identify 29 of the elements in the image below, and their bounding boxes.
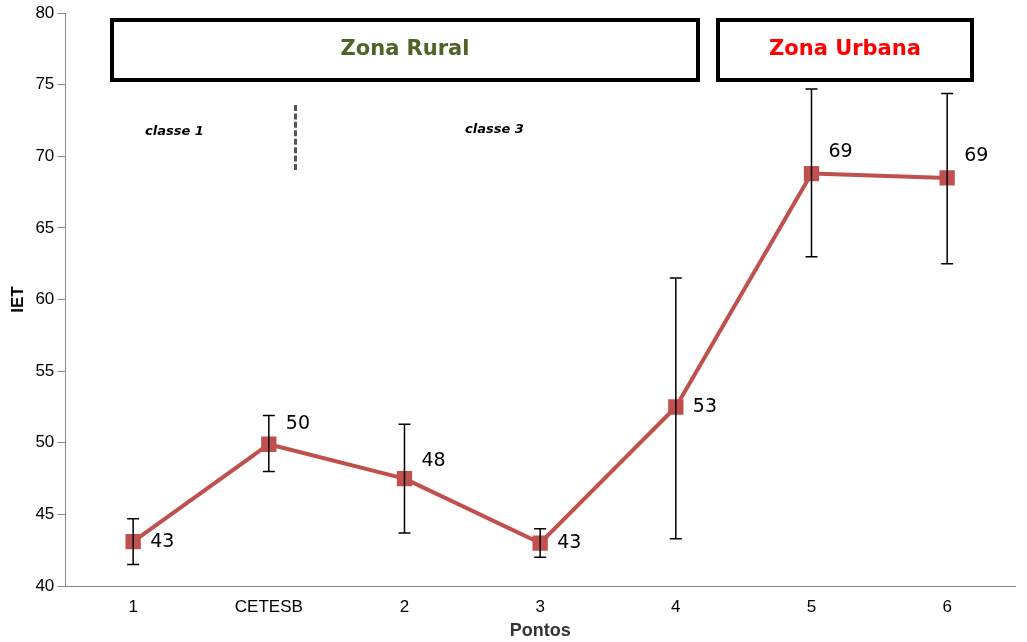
- data-label: 43: [557, 529, 582, 552]
- x-tick-label: 1: [128, 596, 138, 616]
- y-axis-title: IET: [7, 285, 27, 313]
- x-tick-label: CETESB: [234, 596, 303, 616]
- data-label: 69: [828, 138, 853, 161]
- x-tick-label: 5: [806, 596, 817, 616]
- y-tick-label: 70: [35, 146, 55, 166]
- y-tick-label: 40: [35, 575, 55, 595]
- data-label: 53: [692, 393, 718, 416]
- annotation: classe 1: [145, 123, 204, 138]
- data-label: 50: [285, 411, 310, 434]
- y-tick-label: 45: [35, 504, 55, 524]
- data-label: 43: [150, 528, 175, 551]
- y-tick-label: 65: [35, 217, 55, 237]
- x-axis-title: Pontos: [509, 620, 571, 641]
- data-label: 48: [421, 447, 446, 470]
- y-tick-label: 50: [35, 432, 55, 452]
- y-tick-label: 75: [35, 74, 55, 94]
- y-tick-label: 60: [35, 289, 55, 309]
- annotation: Zona Urbana: [768, 36, 922, 60]
- x-tick-label: 4: [671, 596, 681, 616]
- x-tick-label: 2: [399, 596, 410, 616]
- x-tick-label: 6: [942, 596, 952, 616]
- annotation: classe 3: [465, 121, 524, 136]
- data-label: 69: [964, 142, 989, 165]
- y-tick-label: 80: [35, 2, 55, 22]
- x-tick-label: 3: [535, 596, 545, 616]
- y-tick-label: 55: [35, 360, 55, 380]
- annotation: Zona Rural: [339, 36, 471, 60]
